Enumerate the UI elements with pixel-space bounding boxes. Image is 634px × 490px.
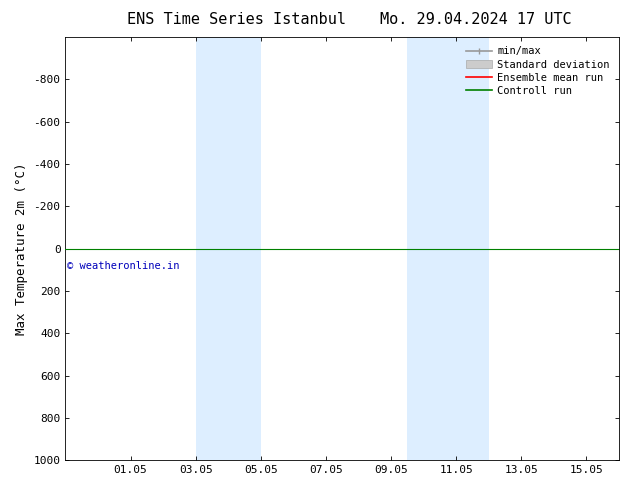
Y-axis label: Max Temperature 2m (°C): Max Temperature 2m (°C) bbox=[15, 162, 28, 335]
Bar bbox=[407, 37, 489, 460]
Text: ENS Time Series Istanbul: ENS Time Series Istanbul bbox=[127, 12, 346, 27]
Legend: min/max, Standard deviation, Ensemble mean run, Controll run: min/max, Standard deviation, Ensemble me… bbox=[462, 42, 614, 100]
Text: © weatheronline.in: © weatheronline.in bbox=[67, 261, 179, 271]
Bar bbox=[196, 37, 261, 460]
Text: Mo. 29.04.2024 17 UTC: Mo. 29.04.2024 17 UTC bbox=[380, 12, 572, 27]
